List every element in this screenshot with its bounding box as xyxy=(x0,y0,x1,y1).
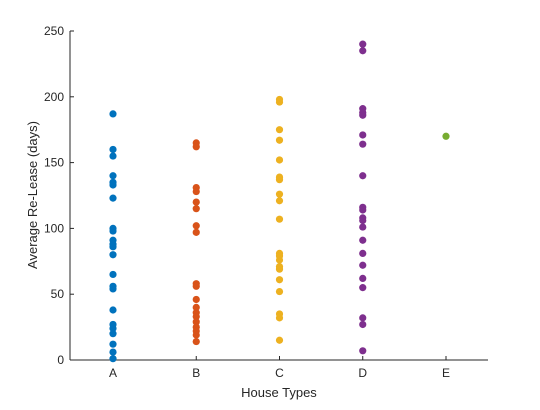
y-tick-label: 250 xyxy=(44,24,64,38)
data-point xyxy=(275,98,284,106)
data-point xyxy=(109,243,117,251)
data-point xyxy=(359,216,367,225)
data-point xyxy=(192,303,200,311)
data-point xyxy=(192,205,200,213)
labels: House Types Average Re-Lease (days) xyxy=(25,121,317,400)
y-tick-label: 150 xyxy=(44,156,64,170)
data-point xyxy=(109,145,117,154)
axes: 0 50 100 150 200 250 A B C D E xyxy=(44,24,488,380)
data-point xyxy=(109,306,117,314)
data-point xyxy=(109,152,117,160)
data-point xyxy=(275,156,284,164)
data-point xyxy=(109,348,117,356)
x-tick-label: E xyxy=(442,366,450,380)
data-point xyxy=(109,110,117,118)
data-point xyxy=(359,236,367,244)
data-point xyxy=(275,265,284,273)
x-axis-title: House Types xyxy=(241,385,317,400)
data-point xyxy=(192,312,200,321)
y-axis-title: Average Re-Lease (days) xyxy=(25,121,40,269)
y-tick-label: 0 xyxy=(57,353,64,367)
y-tick-label: 100 xyxy=(44,221,64,235)
data-point xyxy=(109,324,117,333)
data-point xyxy=(275,336,284,344)
data-point xyxy=(275,276,284,284)
data-point xyxy=(192,222,200,230)
data-point xyxy=(109,227,117,235)
data-point xyxy=(359,314,367,322)
data-point xyxy=(275,190,284,198)
data-point xyxy=(275,215,284,223)
data-point xyxy=(275,287,284,296)
x-tick-label: D xyxy=(358,366,367,380)
x-tick-label: C xyxy=(275,366,284,380)
data-point xyxy=(359,40,367,48)
data-point xyxy=(109,251,117,259)
data-point xyxy=(192,295,200,304)
x-tick-label: B xyxy=(192,366,200,380)
data-point xyxy=(359,131,367,139)
data-point xyxy=(442,132,450,140)
data-point xyxy=(109,285,117,293)
data-point xyxy=(275,314,284,322)
data-point xyxy=(192,337,200,346)
data-point xyxy=(192,198,200,206)
y-tick-label: 50 xyxy=(51,287,65,301)
data-point xyxy=(192,282,200,290)
x-tick-label: A xyxy=(109,366,117,380)
data-point xyxy=(275,176,284,184)
data-point xyxy=(109,270,117,279)
data-point xyxy=(275,136,284,144)
data-point xyxy=(275,126,284,134)
data-point xyxy=(109,330,117,338)
data-point xyxy=(359,223,367,231)
data-point xyxy=(192,331,200,339)
data-point xyxy=(275,256,284,264)
data-point xyxy=(192,143,200,151)
data-point xyxy=(109,172,117,180)
data-point xyxy=(359,284,367,292)
data-point xyxy=(359,320,367,329)
y-tick-label: 200 xyxy=(44,90,64,104)
data-point xyxy=(109,194,117,202)
data-point xyxy=(275,197,284,205)
data-points xyxy=(109,40,450,363)
data-point xyxy=(192,187,200,196)
data-point xyxy=(192,318,200,326)
data-point xyxy=(359,206,367,214)
data-point xyxy=(359,274,367,283)
data-point xyxy=(109,340,117,348)
data-point xyxy=(109,355,117,363)
data-point xyxy=(109,181,117,189)
data-point xyxy=(359,140,367,148)
data-point xyxy=(359,111,367,119)
data-point xyxy=(359,172,367,180)
data-point xyxy=(359,347,367,355)
data-point xyxy=(192,228,200,236)
data-point xyxy=(359,261,367,269)
data-point xyxy=(359,249,367,258)
data-point xyxy=(359,47,367,55)
